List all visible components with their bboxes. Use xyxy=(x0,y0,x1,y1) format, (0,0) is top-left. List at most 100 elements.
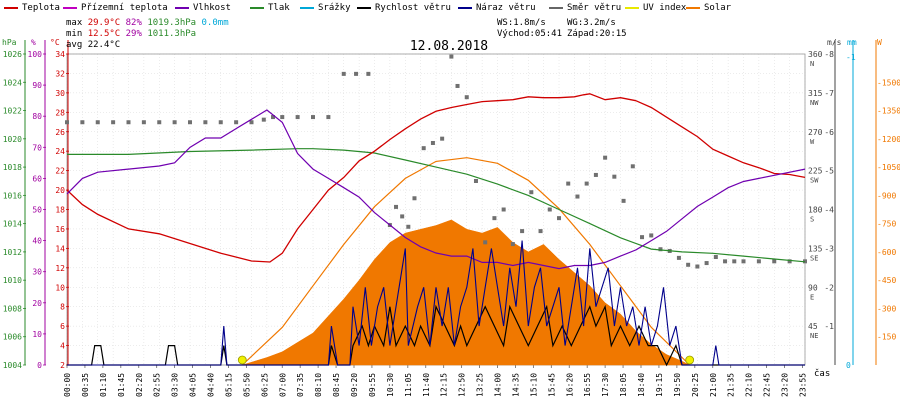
series-line-wind_speed xyxy=(67,304,805,367)
wind-direction-point xyxy=(741,259,746,264)
wind-direction-point xyxy=(172,120,177,125)
series-line-humidity xyxy=(66,109,806,270)
axis-tick-label: W xyxy=(810,138,815,146)
x-tick-label: 12:50 xyxy=(458,373,467,397)
legend-item: Rychlost větru xyxy=(357,3,451,13)
axis-tick-label: -600 xyxy=(877,248,896,257)
axis-tick-label: 16 xyxy=(55,225,65,234)
stats-min-row: min 12.5°C 29% 1011.3hPa xyxy=(66,29,196,39)
x-tick-label: 15:10 xyxy=(529,373,538,397)
wind-direction-point xyxy=(449,54,454,59)
wind-direction-point xyxy=(473,178,478,183)
axis-tick-label: SE xyxy=(810,254,818,262)
wind-direction-point xyxy=(455,83,460,88)
axis-unit: hPa xyxy=(2,38,17,47)
axis-tick-label: 6 xyxy=(60,322,65,331)
wind-direction-point xyxy=(412,196,417,201)
wind-direction-point xyxy=(311,115,315,120)
x-tick-label: 02:55 xyxy=(153,373,162,397)
max-temp: 29.9°C xyxy=(87,18,121,28)
wind-direction-point xyxy=(430,140,435,145)
wind-direction-point xyxy=(157,120,162,125)
axis-tick-label: -450 xyxy=(877,276,896,285)
wind-direction-point xyxy=(566,181,571,186)
x-tick-label: 22:10 xyxy=(745,373,754,397)
axis-tick-label: 1024 xyxy=(3,78,22,87)
wind-direction-point xyxy=(686,262,691,267)
x-tick-label: 18:05 xyxy=(619,373,628,397)
x-tick-label: 16:55 xyxy=(583,373,592,397)
legend-item: Solar xyxy=(686,3,731,13)
legend-swatch xyxy=(63,6,77,9)
wind-direction-point xyxy=(658,247,663,252)
series-solar-max-line xyxy=(241,157,691,366)
x-tick-label: 17:30 xyxy=(601,373,610,397)
x-tick-label: 11:40 xyxy=(422,373,431,397)
wind-direction-point xyxy=(538,229,543,234)
axis-tick-label: -2 xyxy=(824,283,834,292)
x-tick-label: 08:10 xyxy=(314,373,323,397)
wind-direction-point xyxy=(575,194,580,199)
rain-total: 0.0mm xyxy=(201,18,229,28)
axis-tick-label: -150 xyxy=(877,333,896,342)
sunset-time: Západ:20:15 xyxy=(567,29,627,39)
axis-tick-label: 100 xyxy=(28,50,43,59)
wind-direction-point xyxy=(111,120,116,125)
legend-label: UV index xyxy=(643,3,687,13)
chart-title: 12.08.2018 xyxy=(410,39,488,54)
wind-direction-point xyxy=(295,115,300,120)
x-tick-label: 16:20 xyxy=(565,373,574,397)
axis-tick-label: 30 xyxy=(55,89,65,98)
x-tick-label: 09:20 xyxy=(350,373,359,397)
wind-direction-point xyxy=(520,229,525,234)
x-tick-label: 00:00 xyxy=(63,373,72,397)
sunrise-time: Východ:05:41 xyxy=(497,29,563,39)
wind-direction-point xyxy=(341,71,346,76)
legend-label: Rychlost větru xyxy=(375,3,451,13)
wind-direction-point xyxy=(141,120,146,125)
series-solar-area xyxy=(242,219,690,366)
x-tick-label: 23:20 xyxy=(781,373,790,397)
wind-gust-avg: WG:3.2m/s xyxy=(567,18,616,28)
axis-tick-label: 14 xyxy=(55,244,65,253)
legend-item: Vlhkost xyxy=(175,3,231,13)
wind-direction-point xyxy=(612,174,617,179)
wind-direction-point xyxy=(510,242,515,247)
min-humidity: 29% xyxy=(125,29,142,39)
axis-tick-label: 1020 xyxy=(3,135,22,144)
x-tick-label: 12:15 xyxy=(440,373,449,397)
axis-tick-label: S xyxy=(810,216,814,224)
wind-direction-point xyxy=(406,224,411,229)
legend-swatch xyxy=(175,6,189,9)
x-tick-label: 08:45 xyxy=(332,373,341,397)
axis-tick-label: 1016 xyxy=(3,191,22,200)
x-tick-label: 14:00 xyxy=(494,373,503,397)
wind-direction-point xyxy=(271,115,276,120)
avg-temp: 22.4°C xyxy=(87,40,121,50)
x-tick-label: 11:05 xyxy=(404,373,413,397)
wind-direction-point xyxy=(547,207,552,212)
wind-direction-point xyxy=(126,120,131,125)
axis-tick-label: 360 xyxy=(808,50,823,59)
avg-label: avg xyxy=(66,40,83,50)
wind-direction-point xyxy=(394,204,399,209)
axis-tick-label: 18 xyxy=(55,206,65,215)
axis-tick-label: 315 xyxy=(808,89,823,98)
wind-direction-point xyxy=(621,198,626,203)
wind-direction-point xyxy=(756,259,761,264)
wind-direction-point xyxy=(234,120,239,125)
axis-tick-label: 12 xyxy=(55,264,65,273)
axis-tick-label: 1026 xyxy=(3,50,22,59)
legend-item: UV index xyxy=(625,3,686,13)
axis-tick-label: 50 xyxy=(32,206,42,215)
axis-tick-label: 26 xyxy=(55,128,65,137)
axis-tick-label: 1004 xyxy=(3,361,22,370)
axis-tick-label: -1500 xyxy=(877,78,900,87)
axis-tick-label: 0 xyxy=(37,361,42,370)
x-tick-label: 22:45 xyxy=(763,373,772,397)
max-pressure: 1019.3hPa xyxy=(147,18,197,28)
axis-tick-label: 0 xyxy=(846,361,851,370)
axis-tick-label: 60 xyxy=(32,174,42,183)
wind-direction-point xyxy=(501,207,506,212)
axis-tick-label: 1018 xyxy=(3,163,22,172)
